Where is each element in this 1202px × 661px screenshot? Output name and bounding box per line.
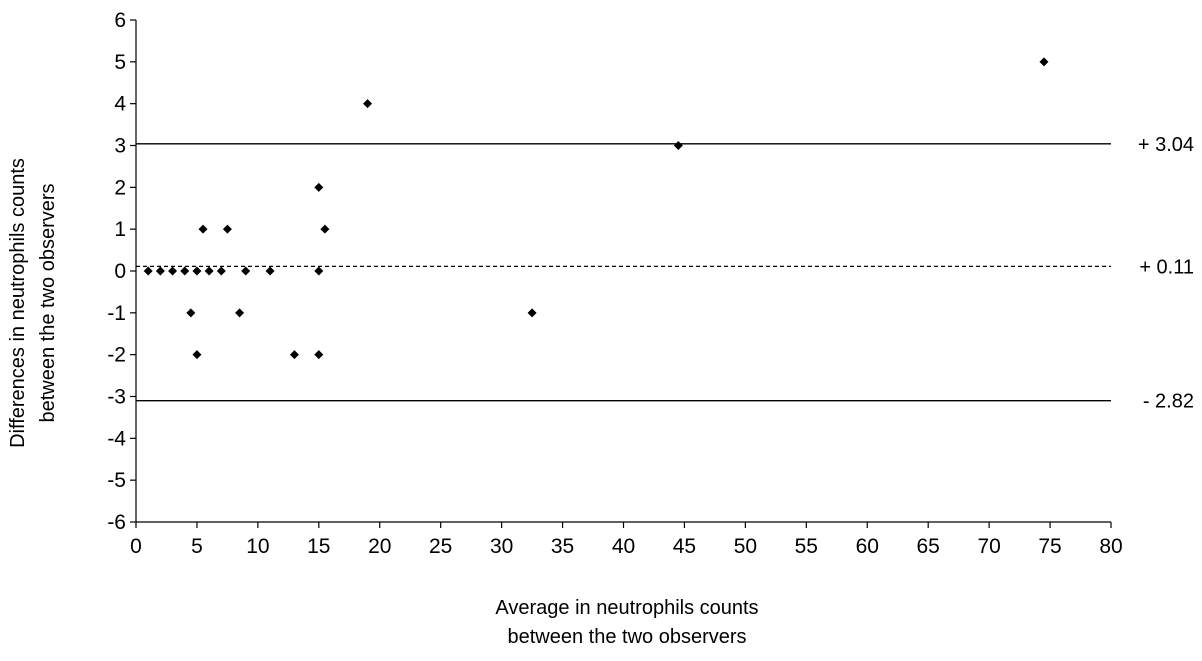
y-tick-label: -5: [107, 469, 126, 492]
x-tick-label: 30: [490, 535, 513, 558]
y-tick-label: 1: [114, 218, 126, 241]
x-tick-label: 35: [551, 535, 574, 558]
data-point: [241, 266, 251, 276]
data-point: [235, 308, 245, 318]
data-point: [192, 350, 202, 360]
x-tick-label: 50: [734, 535, 757, 558]
y-tick-label: -4: [107, 427, 126, 450]
data-point: [216, 266, 226, 276]
data-point: [1039, 57, 1049, 67]
data-point: [527, 308, 537, 318]
data-point: [314, 350, 324, 360]
data-point: [204, 266, 214, 276]
x-tick-label: 70: [977, 535, 1000, 558]
data-point: [673, 141, 683, 150]
x-tick-label: 20: [368, 535, 391, 558]
data-point: [186, 308, 196, 318]
y-tick-label: -1: [107, 302, 126, 325]
data-point: [180, 266, 190, 276]
x-tick-label: 55: [795, 535, 818, 558]
data-points: [143, 57, 1049, 360]
x-tick-label: 45: [673, 535, 696, 558]
data-point: [155, 266, 165, 276]
data-point: [143, 266, 153, 276]
y-tick-label: -6: [107, 511, 126, 534]
x-tick-label: 40: [612, 535, 635, 558]
x-tick-label: 25: [429, 535, 452, 558]
data-point: [314, 266, 324, 276]
x-axis: 0 5 10 15 20 25 30 35 40 45 50 55 60 65 70 75 80: [130, 521, 1123, 558]
y-tick-label: 3: [114, 135, 126, 158]
y-tick-label: -2: [107, 344, 126, 367]
x-axis-title-line1: Average in neutrophils counts: [495, 597, 758, 619]
data-point: [363, 99, 373, 109]
x-tick-label: 5: [191, 535, 203, 558]
y-tick-label: 2: [114, 176, 126, 199]
data-point: [320, 224, 330, 234]
y-tick-label: 6: [114, 9, 126, 32]
y-axis-title-line1: Differences in neutrophils counts: [7, 158, 29, 448]
reference-line-label: + 0.11: [1139, 256, 1194, 278]
y-axis: 6 5 4 3 2 1 0 -1 -2 -3 -4 -5 -6: [107, 9, 137, 534]
x-tick-label: 15: [307, 535, 330, 558]
x-tick-label: 75: [1038, 535, 1061, 558]
data-point: [222, 224, 232, 234]
data-point: [265, 266, 275, 276]
x-tick-label: 0: [130, 535, 142, 558]
reference-line-label: + 3.04: [1138, 134, 1194, 156]
y-tick-label: 0: [114, 260, 126, 283]
data-point: [289, 350, 299, 360]
y-tick-label: 4: [114, 93, 126, 116]
x-axis-title-line2: between the two observers: [507, 626, 746, 648]
data-point: [198, 224, 208, 234]
y-tick-label: -3: [107, 386, 126, 409]
reference-line-label: - 2.82: [1143, 391, 1194, 413]
y-axis-title-line2: between the two observers: [37, 183, 59, 422]
data-point: [314, 182, 324, 192]
reference-lines: + 3.04 + 0.11 - 2.82: [136, 134, 1194, 413]
data-point: [168, 266, 178, 276]
x-tick-label: 80: [1099, 535, 1122, 558]
x-tick-label: 60: [856, 535, 879, 558]
data-point: [192, 266, 202, 276]
x-tick-label: 65: [917, 535, 940, 558]
x-tick-label: 10: [246, 535, 269, 558]
y-tick-label: 5: [114, 51, 126, 74]
